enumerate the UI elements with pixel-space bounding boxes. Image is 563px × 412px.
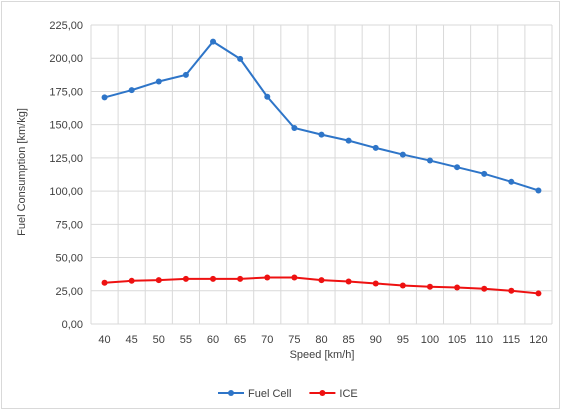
data-point-ice	[345, 278, 352, 285]
y-tick-label: 75,00	[55, 219, 83, 231]
data-point-fuel-cell	[508, 178, 515, 185]
x-tick-label: 70	[261, 334, 273, 346]
data-point-fuel-cell	[454, 164, 461, 171]
y-tick-label: 200,00	[49, 53, 83, 65]
data-point-fuel-cell	[318, 131, 325, 138]
y-tick-label: 100,00	[49, 186, 83, 198]
x-tick-label: 105	[448, 334, 466, 346]
gridlines	[90, 24, 553, 325]
data-point-ice	[182, 275, 189, 282]
data-point-fuel-cell	[372, 144, 379, 151]
legend-marker-fuel-cell	[228, 390, 234, 396]
data-point-fuel-cell	[155, 78, 162, 85]
data-point-ice	[210, 275, 217, 282]
y-tick-label: 225,00	[49, 20, 83, 32]
legend-marker-ice	[319, 390, 326, 396]
x-tick-label: 45	[126, 334, 138, 346]
y-tick-label: 175,00	[49, 86, 83, 98]
legend-label: Fuel Cell	[248, 388, 291, 400]
data-point-fuel-cell	[345, 137, 352, 144]
x-tick-label: 95	[397, 334, 409, 346]
data-point-fuel-cell	[237, 55, 244, 62]
x-tick-label: 85	[342, 334, 354, 346]
data-point-fuel-cell	[264, 93, 271, 100]
x-tick-label: 50	[153, 334, 165, 346]
x-tick-label: 115	[503, 334, 521, 346]
data-point-fuel-cell	[426, 157, 433, 164]
data-point-ice	[264, 274, 271, 281]
x-tick-label: 80	[315, 334, 327, 346]
data-point-ice	[399, 282, 406, 289]
x-tick-label: 40	[98, 334, 110, 346]
legend-item-fuel-cell: Fuel Cell	[218, 388, 291, 400]
data-point-fuel-cell	[535, 187, 542, 194]
data-point-fuel-cell	[291, 124, 298, 131]
x-axis-title: Speed [km/h]	[290, 349, 355, 361]
series-fuel-cell	[101, 38, 542, 194]
data-point-ice	[426, 283, 433, 290]
data-point-fuel-cell	[128, 87, 135, 94]
legend-label: ICE	[339, 388, 357, 400]
series-line-fuel-cell	[104, 40, 539, 192]
data-point-ice	[481, 285, 488, 292]
y-tick-label: 125,00	[49, 153, 83, 165]
data-point-fuel-cell	[182, 71, 189, 78]
legend-item-ice: ICE	[309, 388, 358, 400]
data-point-ice	[101, 279, 108, 286]
x-axis-tick-labels: 40 45 50 55 60 65 70 75 80 85 90 95 100 105 110 115 120	[98, 334, 547, 346]
y-axis-title: Fuel Consumption [km/kg]	[16, 108, 28, 236]
data-point-ice	[291, 274, 298, 281]
data-point-fuel-cell	[210, 38, 217, 45]
y-tick-label: 0,00	[62, 319, 83, 331]
x-tick-label: 55	[180, 334, 192, 346]
y-tick-label: 50,00	[55, 253, 83, 265]
x-tick-label: 60	[207, 334, 219, 346]
data-point-fuel-cell	[399, 151, 406, 158]
data-point-ice	[128, 277, 135, 284]
data-point-ice	[508, 287, 515, 294]
x-tick-label: 90	[370, 334, 382, 346]
y-tick-label: 25,00	[55, 286, 83, 298]
legend: Fuel Cell ICE	[218, 388, 358, 400]
x-tick-label: 110	[475, 334, 493, 346]
data-point-fuel-cell	[481, 170, 488, 177]
series-ice	[101, 274, 542, 297]
y-tick-label: 150,00	[49, 120, 83, 132]
data-point-fuel-cell	[101, 94, 108, 101]
data-point-ice	[237, 275, 244, 282]
data-point-ice	[372, 280, 379, 287]
x-tick-label: 65	[234, 334, 246, 346]
series-layer	[101, 38, 542, 297]
data-point-ice	[318, 277, 325, 284]
x-tick-label: 75	[288, 334, 300, 346]
data-point-ice	[155, 277, 162, 284]
y-axis-tick-labels: 0,00 25,00 50,00 75,00 100,00 125,00 150,00 175…	[49, 20, 83, 331]
data-point-ice	[454, 284, 461, 291]
x-tick-label: 120	[529, 334, 547, 346]
x-tick-label: 100	[421, 334, 439, 346]
data-point-ice	[535, 290, 542, 297]
